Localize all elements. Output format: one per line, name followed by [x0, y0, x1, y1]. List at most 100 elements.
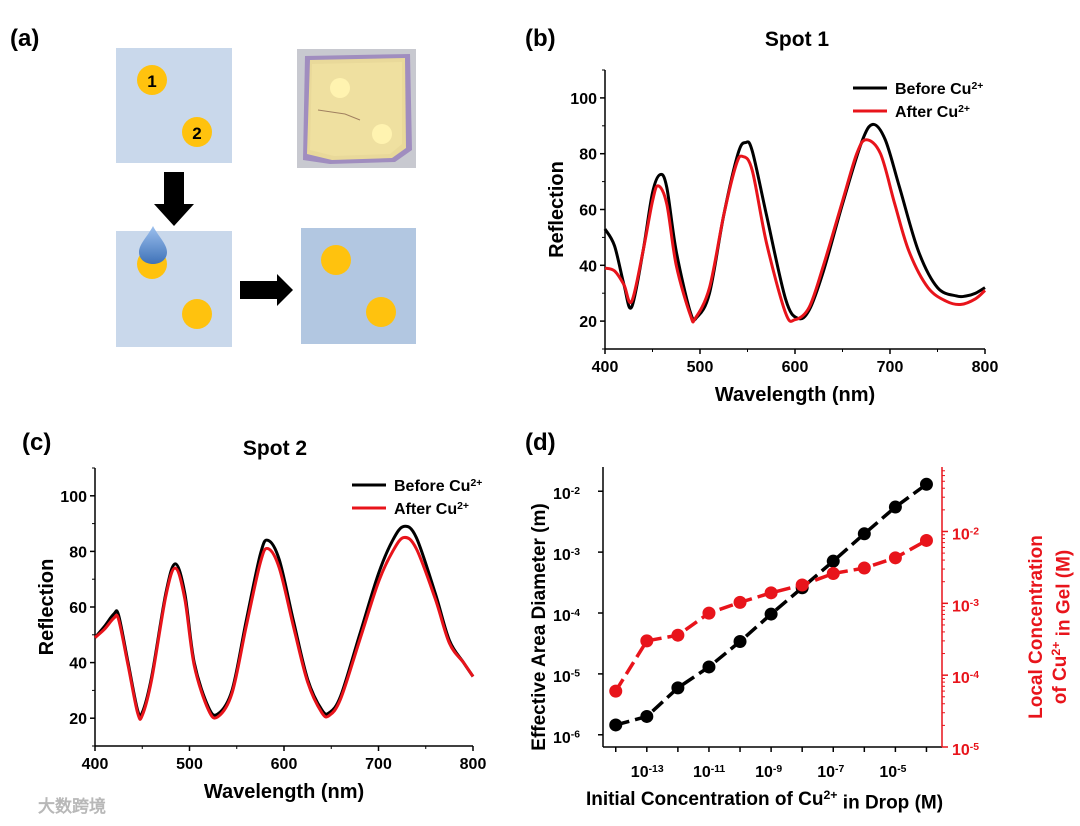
- text-part: 10: [553, 669, 571, 686]
- data-point-right: [609, 684, 623, 698]
- data-point-right: [702, 606, 716, 620]
- data-point-left: [888, 500, 902, 514]
- text-part: 10: [553, 608, 571, 625]
- legend-label: After Cu2+: [394, 501, 469, 518]
- data-point-right: [733, 595, 747, 609]
- data-point-right: [919, 533, 933, 547]
- x-tick-label: 700: [877, 359, 904, 376]
- y-tick-label: 100: [570, 91, 597, 108]
- text-part: 10: [553, 486, 571, 503]
- y-tick-label: 100: [60, 489, 87, 506]
- right-arrow-icon: [240, 274, 293, 306]
- data-point-right: [888, 551, 902, 565]
- superscript: -4: [970, 670, 979, 681]
- spot-1-marker: [137, 65, 167, 95]
- superscript: 2+: [457, 501, 469, 512]
- data-point-right: [857, 561, 871, 575]
- watermark: 大数跨境: [38, 796, 106, 816]
- x-tick-label: 400: [592, 359, 619, 376]
- x-tick-label: 800: [972, 359, 999, 376]
- substrate-after: [301, 228, 416, 344]
- superscript: -9: [773, 764, 782, 775]
- text-part: 10: [952, 598, 970, 615]
- x-tick-label: 800: [460, 756, 487, 773]
- x-tick-label: 600: [782, 359, 809, 376]
- substrate-before: [116, 48, 232, 163]
- text-part: of Cu: [1050, 656, 1071, 705]
- text-part: Initial Concentration of Cu: [586, 789, 824, 810]
- series-line-before: [93, 524, 475, 718]
- y-tick-label: 40: [69, 656, 87, 673]
- chart-concentration: 10-13 10-11 10-9 10-7 10-510-610-510-410-310…: [529, 467, 1074, 813]
- y-axis-label: Reflection: [36, 559, 58, 656]
- text-part: 10: [952, 670, 970, 687]
- text-part: 10: [817, 764, 835, 781]
- data-point-left: [826, 554, 840, 568]
- series-line-after: [94, 535, 475, 721]
- substrate-with-drop: [116, 231, 232, 347]
- y-tick-label: 10-5: [553, 669, 580, 686]
- y-tick-label: 20: [579, 314, 597, 331]
- superscript: -11: [711, 764, 726, 775]
- chart-spot-1: Spot 1 400 500 600 700 800 20 40 60 80 100 Waveleng…: [546, 28, 998, 406]
- x-tick-label: 10-9: [755, 764, 782, 781]
- data-point-left: [919, 477, 933, 491]
- y2-axis-label-line1: Local Concentration: [1026, 535, 1047, 719]
- x-axis-label: Wavelength (nm): [204, 781, 364, 803]
- series-line-after: [604, 138, 987, 324]
- y2-axis-label-line2: of Cu2+ in Gel (M): [1049, 550, 1075, 704]
- x-axis-label: Initial Concentration of Cu2+ in Drop (M…: [586, 788, 943, 814]
- text-part: in Gel (M): [1053, 550, 1074, 642]
- spot-2-marker: [366, 297, 396, 327]
- schematic-panel: 1 2: [116, 48, 416, 347]
- chart-title: Spot 1: [765, 28, 829, 51]
- panel-label-b: (b): [525, 25, 556, 52]
- spot-2-marker: [182, 299, 212, 329]
- x-axis-label: Wavelength (nm): [715, 384, 875, 406]
- x-tick-label: 600: [271, 756, 298, 773]
- data-point-right: [826, 567, 840, 581]
- text-part: 10: [553, 730, 571, 747]
- data-point-left: [857, 527, 871, 541]
- legend-label: Before Cu2+: [394, 478, 482, 495]
- superscript: -2: [970, 526, 979, 537]
- superscript: -5: [970, 742, 979, 753]
- text-part: After Cu: [394, 501, 457, 518]
- superscript: -4: [571, 608, 580, 619]
- y2-tick-label: 10-2: [952, 526, 979, 543]
- text-part: 10: [952, 526, 970, 543]
- y-tick-label: 60: [69, 600, 87, 617]
- text-part: Before Cu: [895, 81, 971, 98]
- text-part: 10: [952, 742, 970, 759]
- y-tick-label: 40: [579, 258, 597, 275]
- legend-label: Before Cu2+: [895, 81, 983, 98]
- y-tick-label: 10-4: [553, 608, 580, 625]
- x-tick-label: 10-13: [631, 764, 664, 781]
- panel-label-a: (a): [10, 25, 39, 52]
- superscript: -5: [897, 764, 906, 775]
- text-part: 10: [879, 764, 897, 781]
- data-point-left: [671, 681, 685, 695]
- superscript: -13: [649, 764, 664, 775]
- text-part: 10: [693, 764, 711, 781]
- superscript: -5: [571, 669, 580, 680]
- text-part: in Drop (M): [838, 792, 944, 813]
- superscript: 2+: [958, 104, 970, 115]
- text-part: 10: [755, 764, 773, 781]
- chart-title: Spot 2: [243, 437, 307, 460]
- panel-label-c: (c): [22, 429, 51, 456]
- y-tick-label: 20: [69, 711, 87, 728]
- data-point-left: [764, 607, 778, 621]
- data-point-right: [671, 628, 685, 642]
- data-point-left: [609, 718, 623, 732]
- text-part: Before Cu: [394, 478, 470, 495]
- superscript: 2+: [1049, 642, 1063, 656]
- y2-tick-label: 10-4: [952, 670, 979, 687]
- superscript: 2+: [823, 788, 837, 802]
- superscript: -7: [835, 764, 844, 775]
- text-part: After Cu: [895, 104, 958, 121]
- chart-spot-2: Spot 2 400 500 600 700 800 20 40 60 80 100 Waveleng…: [36, 437, 486, 803]
- series-line-left: [615, 482, 928, 727]
